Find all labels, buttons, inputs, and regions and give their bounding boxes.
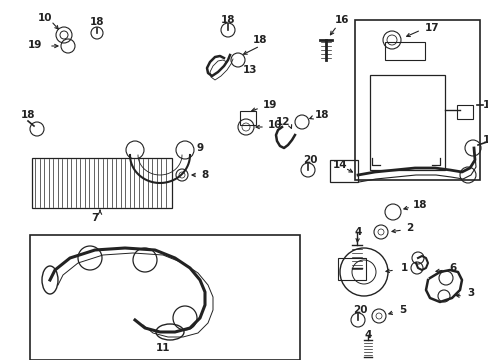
Bar <box>369 75 444 170</box>
Text: 17: 17 <box>424 23 438 33</box>
Text: 7: 7 <box>91 213 99 223</box>
Text: 4: 4 <box>354 227 361 237</box>
Text: 2: 2 <box>406 223 413 233</box>
Bar <box>337 258 365 280</box>
Text: 13: 13 <box>242 65 257 75</box>
Text: 18: 18 <box>220 15 235 25</box>
Text: 8: 8 <box>201 170 208 180</box>
Text: 18: 18 <box>252 35 267 45</box>
Bar <box>456 105 472 119</box>
Bar <box>30 235 299 360</box>
Text: 19: 19 <box>28 40 42 50</box>
Bar <box>354 20 479 180</box>
Bar <box>384 42 424 60</box>
Text: 18: 18 <box>90 17 104 27</box>
Text: 10: 10 <box>267 120 282 130</box>
Text: 19: 19 <box>262 100 277 110</box>
Text: 18: 18 <box>412 200 427 210</box>
Text: 20: 20 <box>302 155 317 165</box>
Text: 16: 16 <box>334 15 348 25</box>
Text: 18: 18 <box>20 110 35 120</box>
Text: 18: 18 <box>482 135 488 145</box>
Bar <box>329 160 357 182</box>
Text: 9: 9 <box>196 143 203 153</box>
Text: 6: 6 <box>448 263 456 273</box>
Text: 3: 3 <box>467 288 474 298</box>
Text: 12: 12 <box>275 117 290 127</box>
Text: 15: 15 <box>482 100 488 110</box>
Text: 5: 5 <box>399 305 406 315</box>
Text: 20: 20 <box>352 305 366 315</box>
Text: 10: 10 <box>38 13 52 23</box>
Bar <box>32 158 172 208</box>
Text: 4: 4 <box>364 330 371 340</box>
Bar <box>240 111 256 125</box>
Text: 11: 11 <box>156 343 170 353</box>
Text: 18: 18 <box>314 110 328 120</box>
Text: 1: 1 <box>400 263 407 273</box>
Text: 14: 14 <box>332 160 346 170</box>
